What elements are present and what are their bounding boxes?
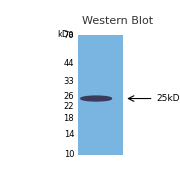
- Text: kDa: kDa: [58, 30, 74, 39]
- Text: 33: 33: [63, 77, 74, 86]
- Text: Western Blot: Western Blot: [82, 16, 153, 26]
- Bar: [78, 35, 123, 155]
- Text: 14: 14: [64, 130, 74, 139]
- Text: 70: 70: [64, 31, 74, 40]
- Text: 25kDa: 25kDa: [156, 94, 180, 103]
- Text: 26: 26: [64, 92, 74, 101]
- Text: 10: 10: [64, 150, 74, 159]
- Text: 18: 18: [64, 114, 74, 123]
- Text: 22: 22: [64, 102, 74, 111]
- Ellipse shape: [81, 96, 111, 101]
- Text: 44: 44: [64, 59, 74, 68]
